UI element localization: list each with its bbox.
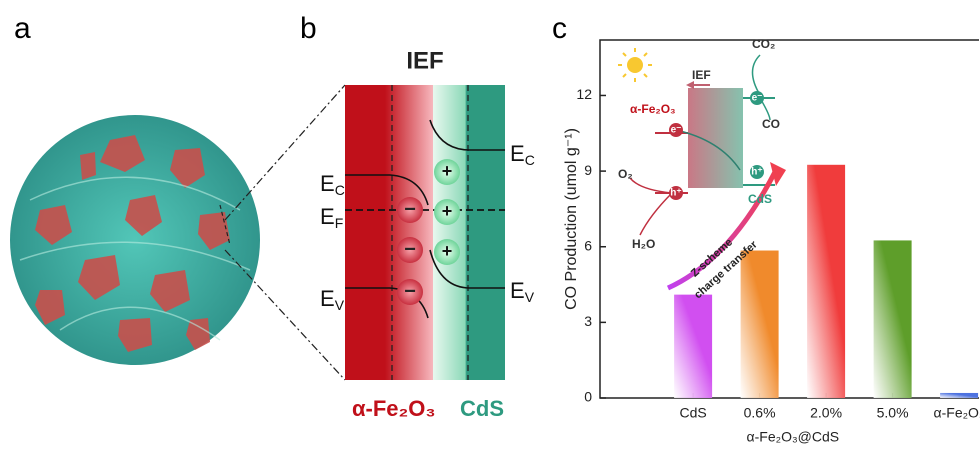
inset-label: e⁻ [752,93,763,104]
x-tick-label: 5.0% [877,405,909,421]
level-main: E [510,141,525,166]
panel-label: c [552,12,567,45]
band-title: IEF [406,47,443,74]
panel-labels: a b c [14,12,567,45]
inset-label: h⁺ [670,188,681,199]
bar [674,294,713,398]
bar [873,240,912,398]
level-main: E [510,278,525,303]
inset-label: CO [762,117,780,131]
energy-level-label: EF [320,204,343,231]
sphere [10,84,346,381]
material-label: CdS [460,396,504,421]
bar [740,250,779,398]
y-tick-label: 3 [584,313,592,329]
x-tick-label: α-Fe₂O₃ [934,405,980,421]
hole [434,199,460,225]
x-tick-label: 2.0% [810,405,842,421]
inset-label: CdS [748,192,772,206]
plus-sign: + [442,161,453,181]
level-sub: F [335,215,344,231]
level-main: E [320,204,335,229]
electron [397,237,423,263]
bar [807,164,846,398]
plus-sign: + [442,241,453,261]
y-tick-label: 12 [576,86,592,102]
electron [397,197,423,223]
inset-label: H₂O [632,237,655,251]
inset-label: h⁺ [751,167,762,178]
minus-sign: − [404,238,416,260]
level-sub: C [335,182,345,198]
level-sub: V [525,289,535,305]
x-tick-label: CdS [679,405,706,421]
energy-level-label: EV [320,286,345,313]
inset-label: CO₂ [752,37,775,51]
x-tick-label: 0.6% [744,405,776,421]
level-main: E [320,286,335,311]
material-label: α-Fe₂O₃ [352,396,436,421]
plus-sign: + [442,201,453,221]
electron [397,279,423,305]
bar-chart: 0 3 6 9 12 CO Production (umol g⁻¹) CdS 0.6% 2.0… [563,39,980,445]
y-axis-label: CO Production (umol g⁻¹) [563,128,580,310]
y-tick-label: 0 [584,389,592,405]
inset-label: IEF [692,68,711,82]
energy-level-label: EC [510,141,535,168]
panel-label: b [300,12,317,45]
panel-label: a [14,12,31,45]
axis-frame [599,39,979,399]
level-sub: C [525,152,535,168]
y-tick-label: 6 [584,237,592,253]
minus-sign: − [404,280,416,302]
bar [940,392,979,398]
y-tick-label: 9 [584,162,592,178]
hole [434,239,460,265]
minus-sign: − [404,198,416,220]
hole [434,159,460,185]
level-main: E [320,171,335,196]
inset-label: O₂ [618,167,633,181]
inset-label: e⁻ [671,125,682,136]
group-label: α-Fe₂O₃@CdS [747,429,840,445]
energy-level-label: EC [320,171,345,198]
inset-label: α-Fe₂O₃ [630,102,676,116]
energy-level-label: EV [510,278,535,305]
level-sub: V [335,297,345,313]
